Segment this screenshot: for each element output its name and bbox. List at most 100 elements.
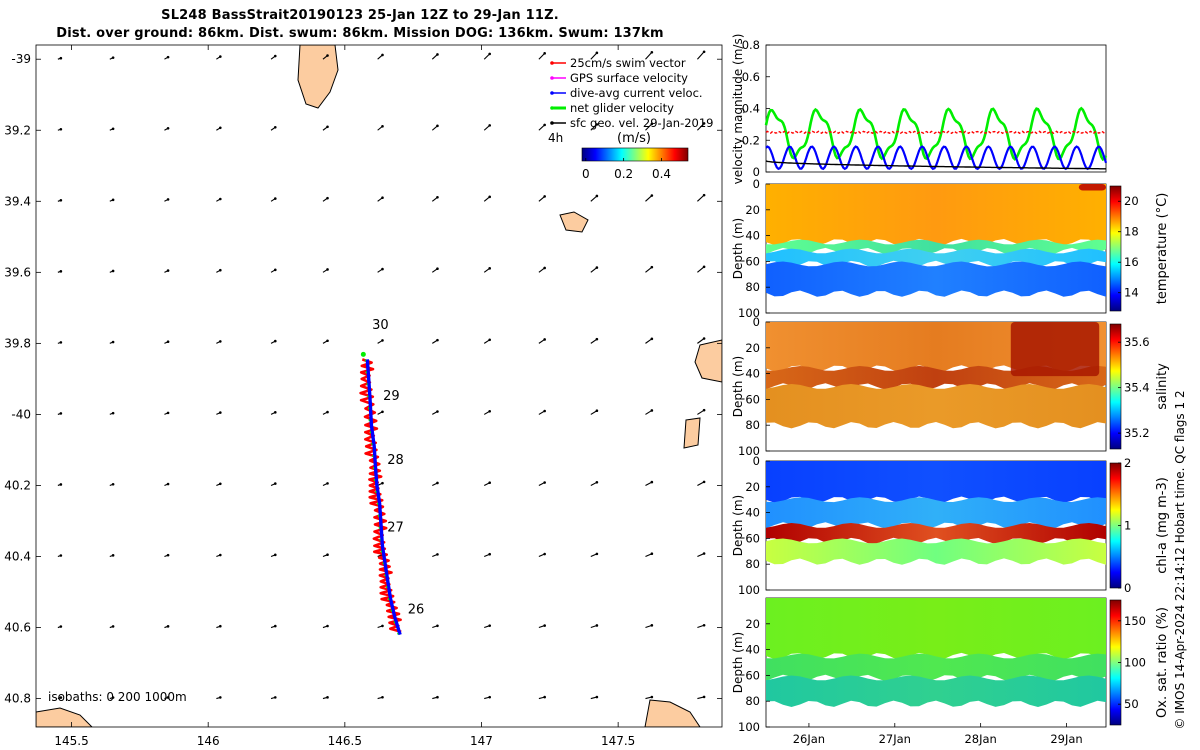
- sfc-velocity-arrowhead: [702, 265, 706, 269]
- sfc-velocity-arrowhead: [166, 340, 170, 344]
- glider-track: [359, 351, 402, 636]
- speed-colorbar-tick-label: 0.4: [652, 167, 671, 181]
- sfc-velocity-arrowhead: [166, 696, 170, 699]
- salinity-colorbar-tick-label: 35.2: [1124, 426, 1150, 440]
- sfc-velocity-arrowhead: [543, 52, 546, 55]
- sfc-velocity-arrowhead: [436, 53, 439, 56]
- sfc-velocity-arrowhead: [650, 552, 654, 556]
- land-south-west: [36, 707, 93, 727]
- temperature-y-tick-label: 40: [745, 229, 760, 243]
- chla-layer: [766, 497, 1106, 529]
- sfc-velocity-arrow: [645, 123, 653, 131]
- chla-y-tick-label: 0: [753, 454, 760, 468]
- sfc-velocity-arrowhead: [59, 412, 63, 415]
- sfc-velocity-arrowhead: [219, 268, 222, 272]
- legend-label: net glider velocity: [570, 101, 674, 115]
- sfc-velocity-arrowhead: [488, 124, 491, 127]
- sfc-velocity-arrowhead: [111, 269, 115, 273]
- salinity-layer: [766, 384, 1106, 429]
- sfc-velocity-arrow: [645, 195, 653, 202]
- sfc-velocity-arrowhead: [650, 50, 654, 54]
- sfc-velocity-arrowhead: [326, 268, 329, 271]
- salinity-y-tick-label: 0: [753, 315, 760, 329]
- map-x-tick-label: 147: [470, 734, 493, 748]
- sfc-velocity-arrowhead: [381, 267, 384, 271]
- salinity-highlight: [1010, 322, 1100, 377]
- legend-arrowhead: [550, 61, 554, 65]
- sfc-velocity-arrowhead: [59, 127, 63, 131]
- chla-ylabel: Depth (m): [731, 495, 745, 556]
- sfc-velocity-arrowhead: [273, 624, 277, 628]
- legend-arrowhead: [550, 106, 554, 110]
- sfc-velocity-arrowhead: [59, 554, 63, 557]
- map-y-tick-label: 39.8: [4, 336, 31, 350]
- temperature-colorbar-tick-label: 20: [1124, 194, 1139, 208]
- sfc-velocity-arrow: [696, 51, 705, 60]
- sfc-velocity-arrowhead: [650, 122, 654, 126]
- land-islet-a: [559, 211, 589, 233]
- speed-colorbar-bar: [581, 147, 689, 162]
- oxygen-layer: [766, 675, 1106, 707]
- temperature-highlight: [1078, 184, 1106, 191]
- sfc-velocity-arrowhead: [326, 482, 329, 485]
- chla-field: [766, 461, 1106, 565]
- sfc-velocity-arrowhead: [650, 695, 654, 699]
- velocity-panel: 0 0.2 0.4 0.6 0.8 velocity magnitude (m/s): [731, 34, 1108, 184]
- speed-colorbar-title: (m/s): [617, 131, 651, 146]
- sfc-velocity-arrow: [645, 338, 653, 344]
- sfc-velocity-arrowhead: [436, 553, 439, 556]
- map-y-tick-label: 39.6: [4, 265, 31, 279]
- temperature-colorbar-tick-label: 18: [1124, 225, 1139, 239]
- chla-y-tick-label: 80: [745, 557, 760, 571]
- time-tick-label: 28Jan: [964, 732, 996, 746]
- sfc-velocity-arrowhead: [273, 339, 277, 343]
- sfc-velocity-arrowhead: [595, 552, 599, 556]
- oxygen-colorbar-label: Ox. sat. ratio (%): [1155, 607, 1170, 718]
- salinity-colorbar-label: salinity: [1155, 363, 1170, 410]
- sfc-velocity-arrow: [697, 409, 705, 415]
- sfc-velocity-arrowhead: [650, 409, 654, 412]
- annotation-4h: 4h: [548, 131, 563, 145]
- chla-colorbar-label: chl-a (mg m-3): [1155, 477, 1170, 574]
- sfc-velocity-arrowhead: [543, 266, 546, 270]
- sfc-velocity-arrowhead: [326, 553, 329, 556]
- chla-y-tick-label: 20: [745, 480, 760, 494]
- chla-y-tick-label: 100: [738, 583, 760, 597]
- sfc-velocity-arrowhead: [59, 341, 63, 344]
- sfc-velocity-arrow: [538, 124, 546, 131]
- sfc-velocity-arrowhead: [219, 411, 222, 414]
- oxygen-ylabel: Depth (m): [731, 632, 745, 693]
- sfc-velocity-arrowhead: [702, 408, 706, 412]
- map-y-tick-label: -39: [11, 52, 31, 66]
- sfc-velocity-arrowhead: [702, 623, 706, 627]
- sfc-velocity-arrowhead: [273, 411, 277, 414]
- map-y-tick-label: 40.8: [4, 692, 31, 706]
- chla-colorbar-tick-label: 1: [1124, 519, 1131, 533]
- land-islet-c: [683, 417, 701, 449]
- sfc-velocity-arrowhead: [543, 481, 546, 484]
- sfc-velocity-arrowhead: [381, 624, 384, 628]
- oxygen-y-tick-label: 100: [738, 720, 760, 734]
- sfc-velocity-arrow: [538, 52, 546, 60]
- map-frame: [35, 44, 723, 728]
- temperature-layer: [766, 261, 1106, 297]
- sfc-velocity-arrowhead: [543, 624, 546, 627]
- sfc-velocity-arrowhead: [595, 624, 599, 627]
- sfc-velocity-arrowhead: [219, 696, 222, 699]
- sfc-velocity-arrowhead: [273, 268, 277, 272]
- sfc-velocity-arrowhead: [595, 409, 599, 413]
- velocity-y-tick-label: 0: [753, 165, 760, 179]
- day-label: 30: [372, 318, 389, 333]
- sfc-velocity-arrowhead: [702, 337, 706, 340]
- sfc-velocity-arrowhead: [111, 554, 115, 557]
- temperature-y-tick-label: 100: [738, 306, 760, 320]
- land-king-island: [297, 45, 339, 109]
- sfc-velocity-arrowhead: [650, 624, 654, 627]
- day-label: 26: [408, 602, 425, 617]
- salinity-y-tick-label: 20: [745, 341, 760, 355]
- sfc-velocity-arrowhead: [219, 197, 222, 201]
- sfc-velocity-arrowhead: [273, 197, 277, 200]
- sfc-velocity-arrowhead: [111, 56, 115, 59]
- map-x-tick-label: 146.5: [328, 734, 362, 748]
